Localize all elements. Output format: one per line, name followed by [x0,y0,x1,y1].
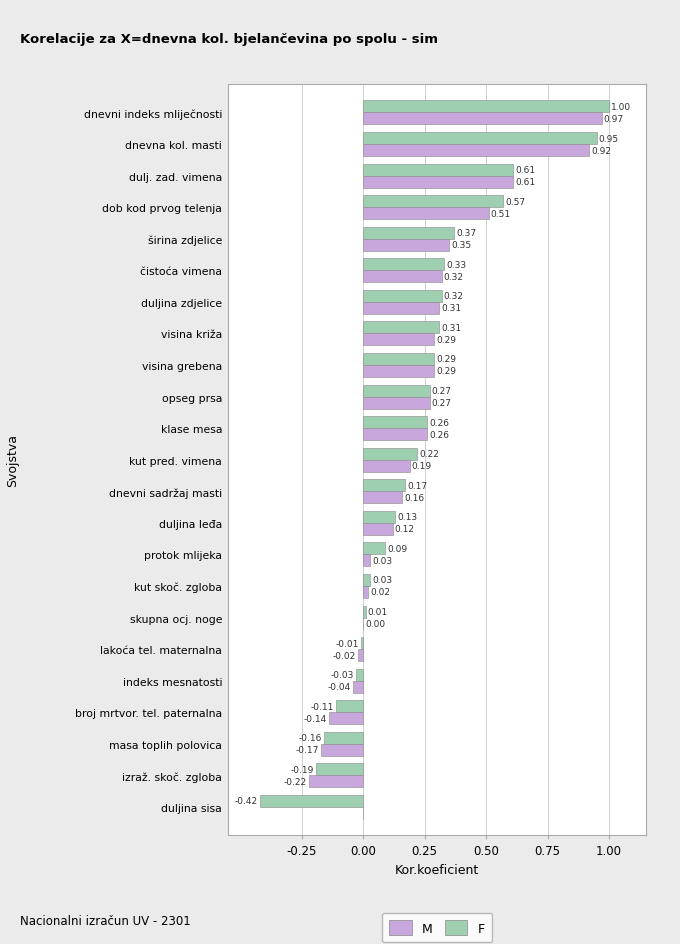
Bar [363,429,427,441]
Text: 0.31: 0.31 [441,324,462,332]
Bar [363,334,435,346]
Text: -0.11: -0.11 [311,702,334,711]
Text: 0.26: 0.26 [429,418,449,428]
Text: 0.16: 0.16 [405,493,424,502]
Bar [356,669,363,681]
Text: -0.22: -0.22 [284,777,307,786]
Text: 0.35: 0.35 [451,241,471,250]
Text: -0.04: -0.04 [328,683,352,691]
Text: 0.97: 0.97 [604,115,624,124]
Bar [363,302,439,314]
Bar [354,681,363,693]
Text: 0.32: 0.32 [444,273,464,281]
Text: Nacionalni izračun UV - 2301: Nacionalni izračun UV - 2301 [20,914,191,927]
Bar [363,416,427,429]
Text: Korelacije za X=dnevna kol. bjelančevina po spolu - sim: Korelacije za X=dnevna kol. bjelančevina… [20,33,439,46]
Bar [363,365,435,378]
Text: -0.03: -0.03 [330,670,354,680]
Text: 0.29: 0.29 [437,355,456,364]
Text: 0.22: 0.22 [419,449,439,459]
Bar [363,448,418,460]
Legend: M, F: M, F [381,913,492,942]
Bar [363,208,488,220]
Bar [363,460,410,472]
Bar [363,385,430,397]
Bar [363,271,442,283]
Bar [363,397,430,409]
Bar [328,713,363,724]
Bar [363,523,392,535]
Text: -0.02: -0.02 [333,651,356,660]
Bar [363,240,449,251]
Bar [316,764,363,776]
Text: 0.92: 0.92 [592,146,611,156]
Y-axis label: Svojstva: Svojstva [7,433,20,487]
Text: 0.95: 0.95 [599,134,619,143]
Bar [363,177,513,189]
Text: -0.17: -0.17 [296,746,320,754]
Bar [363,133,597,144]
Bar [360,637,363,649]
Text: 0.00: 0.00 [365,619,385,629]
Bar [321,744,363,756]
Text: 0.27: 0.27 [432,398,452,408]
Bar [363,543,386,555]
Bar [363,606,366,618]
Bar [363,586,368,598]
X-axis label: Kor.koeficient: Kor.koeficient [395,863,479,876]
Bar [363,113,602,126]
Text: 0.61: 0.61 [515,166,535,175]
Bar [363,228,454,240]
Text: 0.12: 0.12 [394,525,415,533]
Bar [363,322,439,334]
Text: 0.03: 0.03 [373,576,392,585]
Bar [363,574,371,586]
Text: -0.16: -0.16 [299,733,322,743]
Text: -0.42: -0.42 [235,797,258,805]
Bar [363,354,435,365]
Text: 0.29: 0.29 [437,367,456,376]
Bar [324,732,363,744]
Text: 0.02: 0.02 [370,588,390,597]
Text: -0.01: -0.01 [335,639,358,648]
Bar [363,101,609,113]
Text: 0.03: 0.03 [373,556,392,565]
Bar [363,291,442,302]
Text: -0.14: -0.14 [303,714,326,723]
Bar [363,480,405,492]
Text: 0.01: 0.01 [367,607,388,616]
Bar [336,700,363,713]
Text: 1.00: 1.00 [611,103,631,111]
Text: 0.37: 0.37 [456,229,476,238]
Text: 0.27: 0.27 [432,387,452,396]
Bar [363,196,503,208]
Text: 0.17: 0.17 [407,481,427,490]
Text: 0.13: 0.13 [397,513,417,522]
Bar [309,776,363,787]
Text: 0.19: 0.19 [412,462,432,471]
Bar [358,649,363,662]
Bar [363,492,403,504]
Text: 0.31: 0.31 [441,304,462,313]
Text: 0.61: 0.61 [515,177,535,187]
Bar [363,259,444,271]
Text: -0.19: -0.19 [291,765,314,774]
Text: 0.29: 0.29 [437,335,456,345]
Text: 0.51: 0.51 [490,210,511,218]
Bar [363,555,371,566]
Text: 0.26: 0.26 [429,430,449,439]
Bar [363,164,513,177]
Text: 0.09: 0.09 [387,545,407,553]
Text: 0.32: 0.32 [444,292,464,301]
Bar [260,795,363,807]
Text: 0.33: 0.33 [446,261,466,269]
Bar [363,512,395,523]
Text: 0.57: 0.57 [505,197,526,207]
Bar [363,144,590,157]
